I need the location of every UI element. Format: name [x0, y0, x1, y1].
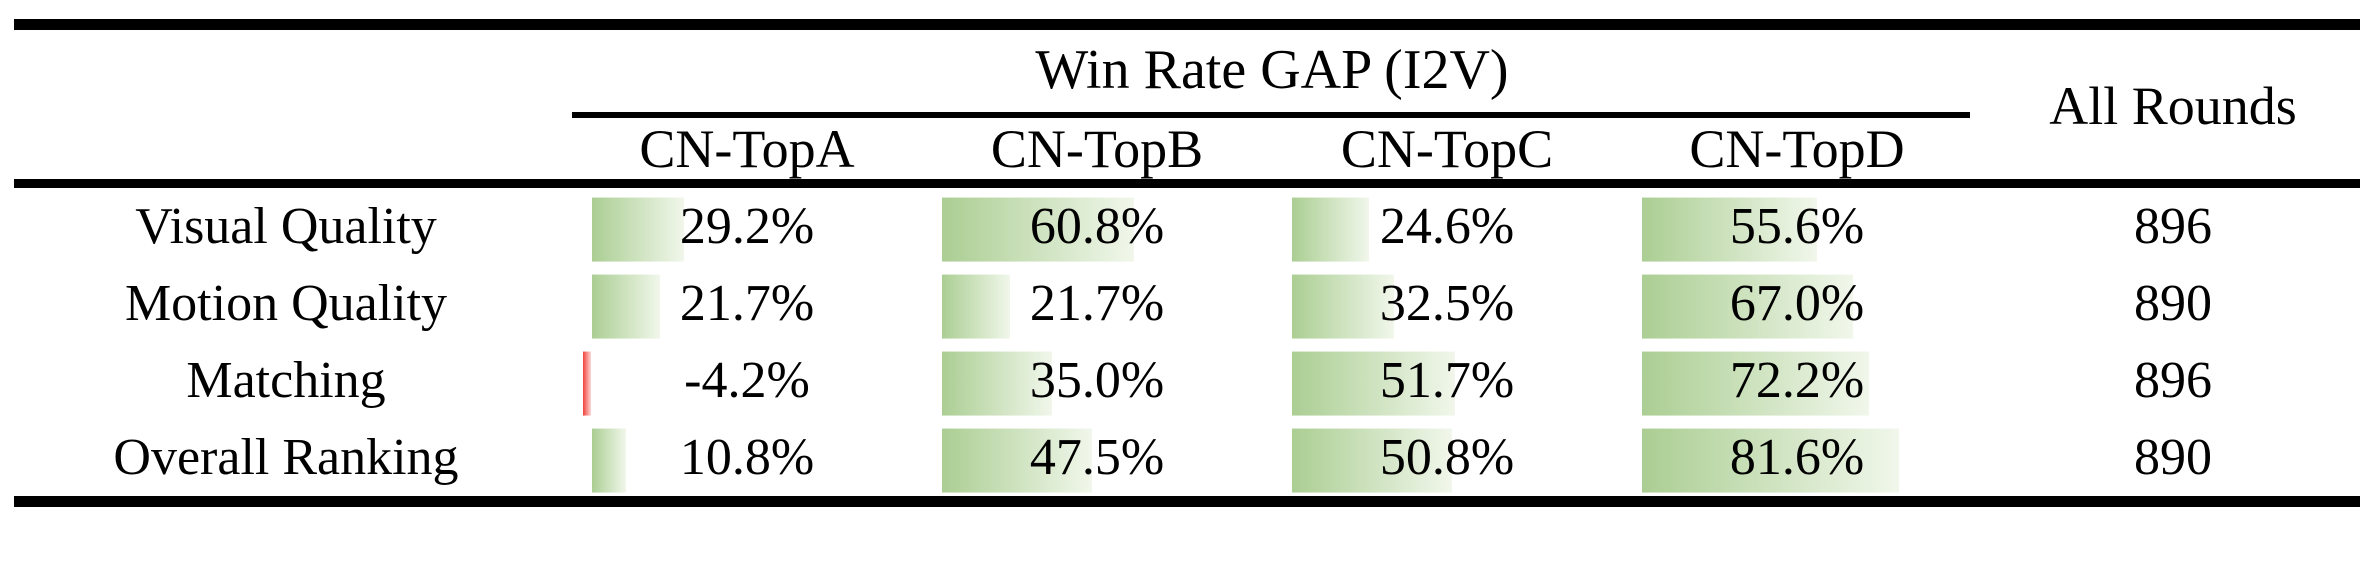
column-header-all-rounds: All Rounds: [2049, 76, 2297, 136]
win-rate-value: -4.2%: [684, 352, 810, 409]
column-header-cn-topa: CN-TopA: [639, 118, 855, 179]
table-row: Overall Ranking 10.8% 47.5% 50.8% 81.6% …: [0, 419, 2374, 496]
header-body-rule: [14, 179, 2360, 188]
row-label: Matching: [186, 352, 386, 409]
win-rate-cell: 21.7%: [922, 265, 1272, 342]
win-rate-bar: [1292, 197, 1369, 262]
win-rate-value: 72.2%: [1729, 352, 1865, 409]
win-rate-bar: [942, 351, 1052, 416]
top-rule: [14, 19, 2360, 30]
win-rate-cell: -4.2%: [572, 342, 922, 419]
win-rate-value: 21.7%: [679, 275, 815, 332]
table-row: Motion Quality 21.7% 21.7% 32.5% 67.0% 8…: [0, 265, 2374, 342]
win-rate-cell: 29.2%: [572, 188, 922, 265]
win-rate-bar-negative: [583, 351, 591, 416]
win-rate-cell: 55.6%: [1622, 188, 1972, 265]
all-rounds-value: 890: [2134, 275, 2212, 332]
win-rate-cell: 21.7%: [572, 265, 922, 342]
win-rate-value: 21.7%: [1029, 275, 1165, 332]
win-rate-value: 24.6%: [1379, 198, 1515, 255]
win-rate-value: 67.0%: [1729, 275, 1865, 332]
win-rate-value: 10.8%: [679, 429, 815, 486]
row-label: Motion Quality: [124, 275, 448, 332]
win-rate-cell: 81.6%: [1622, 419, 1972, 496]
win-rate-cell: 10.8%: [572, 419, 922, 496]
group-header-title: Win Rate GAP (I2V): [1035, 39, 1509, 101]
win-rate-value: 51.7%: [1379, 352, 1515, 409]
win-rate-value: 60.8%: [1029, 198, 1165, 255]
win-rate-bar: [942, 197, 1134, 262]
column-header-cn-topb: CN-TopB: [990, 118, 1204, 179]
win-rate-bar: [592, 428, 626, 493]
win-rate-cell: 72.2%: [1622, 342, 1972, 419]
table-body: Visual Quality 29.2% 60.8% 24.6% 55.6% 8…: [0, 188, 2374, 496]
all-rounds-value: 890: [2134, 429, 2212, 486]
win-rate-cell: 35.0%: [922, 342, 1272, 419]
win-rate-value: 29.2%: [679, 198, 815, 255]
win-rate-value: 35.0%: [1029, 352, 1165, 409]
win-rate-cell: 24.6%: [1272, 188, 1622, 265]
win-rate-bar: [1292, 351, 1455, 416]
win-rate-bar: [1642, 428, 1899, 493]
bottom-rule: [14, 496, 2360, 507]
win-rate-bar: [592, 197, 684, 262]
all-rounds-value: 896: [2134, 198, 2212, 255]
win-rate-value: 81.6%: [1729, 429, 1865, 486]
win-rate-bar: [592, 274, 660, 339]
win-rate-bar: [1292, 428, 1452, 493]
win-rate-value: 50.8%: [1379, 429, 1515, 486]
win-rate-bar: [942, 428, 1092, 493]
win-rate-bar: [1642, 351, 1869, 416]
win-rate-cell: 60.8%: [922, 188, 1272, 265]
win-rate-cell: 67.0%: [1622, 265, 1972, 342]
win-rate-bar: [1642, 274, 1853, 339]
win-rate-cell: 50.8%: [1272, 419, 1622, 496]
table-row: Matching -4.2% 35.0% 51.7% 72.2% 896: [0, 342, 2374, 419]
table-row: Visual Quality 29.2% 60.8% 24.6% 55.6% 8…: [0, 188, 2374, 265]
all-rounds-value: 896: [2134, 352, 2212, 409]
cmid-rule: [572, 112, 1970, 118]
win-rate-cell: 32.5%: [1272, 265, 1622, 342]
win-rate-value: 47.5%: [1029, 429, 1165, 486]
column-header-cn-topd: CN-TopD: [1689, 118, 1905, 179]
win-rate-bar: [1642, 197, 1817, 262]
win-rate-cell: 51.7%: [1272, 342, 1622, 419]
column-header-row: CN-TopA CN-TopB CN-TopC CN-TopD: [572, 118, 1972, 179]
win-rate-value: 32.5%: [1379, 275, 1515, 332]
row-label: Visual Quality: [135, 198, 437, 255]
win-rate-value: 55.6%: [1729, 198, 1865, 255]
win-rate-bar: [1292, 274, 1394, 339]
win-rate-cell: 47.5%: [922, 419, 1272, 496]
win-rate-bar: [942, 274, 1010, 339]
row-label: Overall Ranking: [113, 429, 459, 486]
column-header-cn-topc: CN-TopC: [1340, 118, 1554, 179]
